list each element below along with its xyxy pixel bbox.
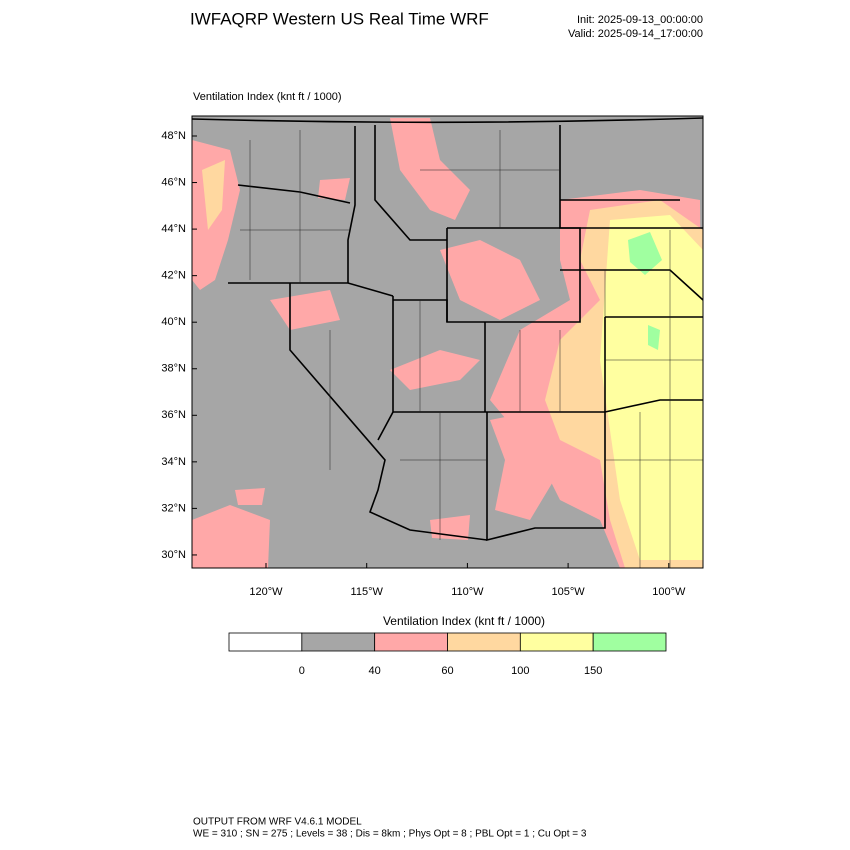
colorbar-label: 100: [511, 665, 529, 677]
title: IWFAQRP Western US Real Time WRF: [190, 9, 489, 28]
colorbar-label: 60: [441, 665, 453, 677]
lat-label: 48°N: [161, 130, 186, 142]
colorbar-box: [374, 632, 448, 652]
colorbar-box: [592, 632, 667, 652]
colorbar-box: [447, 632, 521, 652]
lat-label: 36°N: [161, 409, 186, 421]
colorbar-box: [519, 632, 594, 652]
valid-time: Valid: 2025-09-14_17:00:00: [568, 28, 703, 40]
colorbar-label: 0: [299, 665, 305, 677]
map-frame: [191, 115, 704, 569]
lat-label: 42°N: [161, 270, 186, 282]
lat-label: 38°N: [161, 363, 186, 375]
map-subtitle: Ventilation Index (knt ft / 1000): [193, 91, 342, 103]
county-lines: [240, 130, 703, 568]
init-time: Init: 2025-09-13_00:00:00: [577, 14, 703, 26]
lat-label: 40°N: [161, 316, 186, 328]
colorbar-label: 150: [584, 665, 602, 677]
lon-label: 110°W: [451, 586, 484, 598]
lat-label: 44°N: [161, 223, 186, 235]
lat-label: 34°N: [161, 456, 186, 468]
lat-label: 46°N: [161, 176, 186, 188]
colorbar-label: 40: [369, 665, 381, 677]
map: [191, 115, 704, 569]
lon-label: 100°W: [652, 586, 686, 598]
footer-line: WE = 310 ; SN = 275 ; Levels = 38 ; Dis …: [193, 829, 587, 840]
field-shading: [192, 118, 703, 568]
lon-label: 105°W: [552, 586, 586, 598]
lat-label: 30°N: [161, 549, 186, 561]
colorbar-title: Ventilation Index (knt ft / 1000): [383, 614, 545, 628]
lon-label: 115°W: [351, 586, 384, 598]
footer-line: OUTPUT FROM WRF V4.6.1 MODEL: [193, 817, 362, 828]
colorbar-box: [228, 632, 303, 652]
lat-label: 32°N: [161, 502, 186, 514]
colorbar-box: [301, 632, 376, 652]
lon-label: 120°W: [249, 586, 283, 598]
state-boundaries: [192, 117, 703, 542]
